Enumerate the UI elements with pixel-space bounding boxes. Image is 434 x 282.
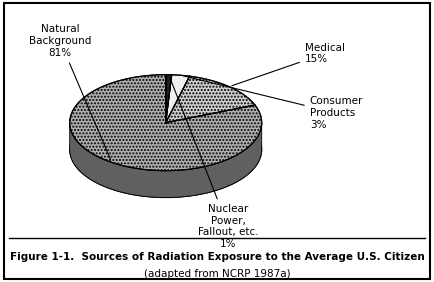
Text: Medical
15%: Medical 15% bbox=[232, 43, 345, 86]
Text: (adapted from NCRP 1987a): (adapted from NCRP 1987a) bbox=[144, 268, 290, 279]
Text: Figure 1-1.  Sources of Radiation Exposure to the Average U.S. Citizen: Figure 1-1. Sources of Radiation Exposur… bbox=[10, 252, 424, 262]
Text: Consumer
Products
3%: Consumer Products 3% bbox=[184, 76, 363, 130]
Polygon shape bbox=[166, 76, 255, 123]
Polygon shape bbox=[70, 75, 262, 171]
Polygon shape bbox=[166, 75, 172, 123]
Text: Natural
Background
81%: Natural Background 81% bbox=[29, 25, 111, 160]
Ellipse shape bbox=[70, 102, 262, 198]
Polygon shape bbox=[70, 123, 262, 198]
Text: Nuclear
Power,
Fallout, etc.
1%: Nuclear Power, Fallout, etc. 1% bbox=[170, 77, 258, 249]
Polygon shape bbox=[166, 75, 190, 123]
